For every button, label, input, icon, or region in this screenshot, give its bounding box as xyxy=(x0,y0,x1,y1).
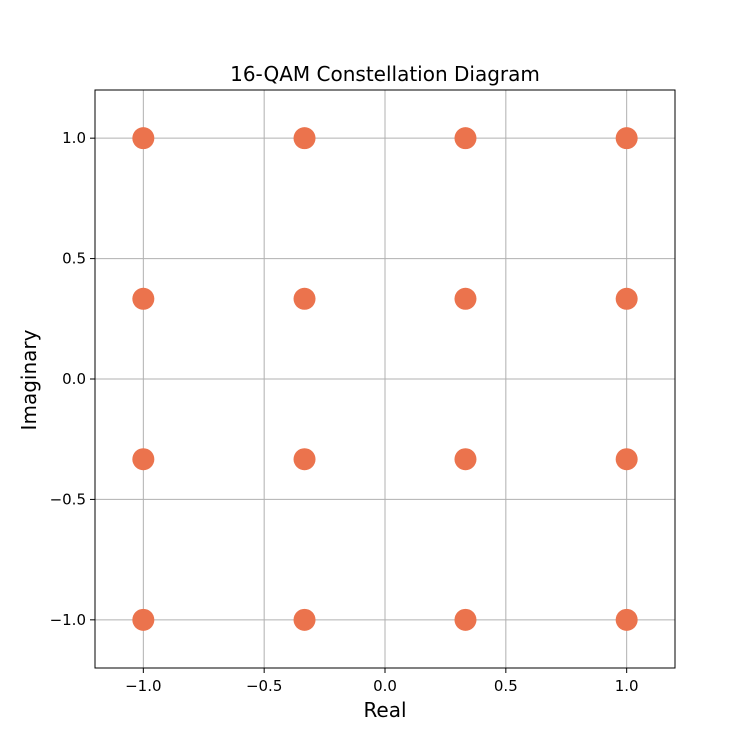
points-layer xyxy=(132,127,638,631)
constellation-point xyxy=(454,608,477,631)
constellation-point xyxy=(132,448,155,471)
x-tick-label: −1.0 xyxy=(125,677,161,695)
y-tick-label: 1.0 xyxy=(62,129,86,147)
grid-layer xyxy=(95,90,675,668)
constellation-point xyxy=(132,287,155,310)
y-tick-label: 0.5 xyxy=(62,250,86,268)
constellation-point xyxy=(615,127,638,150)
constellation-point xyxy=(454,127,477,150)
constellation-point xyxy=(293,127,316,150)
constellation-point xyxy=(615,608,638,631)
y-tick-label: −0.5 xyxy=(50,490,86,508)
ticks-layer: −1.0 −0.5 0.0 0.5 1.0 −1.0 −0.5 0.0 0.5 1.0 xyxy=(50,129,639,695)
x-tick-label: 1.0 xyxy=(615,677,639,695)
x-tick-label: 0.5 xyxy=(494,677,518,695)
y-tick-label: 0.0 xyxy=(62,370,86,388)
constellation-point xyxy=(454,448,477,471)
constellation-point xyxy=(293,287,316,310)
constellation-point xyxy=(293,448,316,471)
constellation-point xyxy=(293,608,316,631)
constellation-point xyxy=(615,448,638,471)
constellation-point xyxy=(454,287,477,310)
x-tick-label: −0.5 xyxy=(246,677,282,695)
x-axis-label: Real xyxy=(363,698,406,722)
y-axis-label: Imaginary xyxy=(17,329,41,430)
y-tick-label: −1.0 xyxy=(50,611,86,629)
constellation-point xyxy=(132,608,155,631)
constellation-point xyxy=(132,127,155,150)
chart-title: 16-QAM Constellation Diagram xyxy=(230,62,540,86)
constellation-point xyxy=(615,287,638,310)
x-tick-label: 0.0 xyxy=(373,677,397,695)
